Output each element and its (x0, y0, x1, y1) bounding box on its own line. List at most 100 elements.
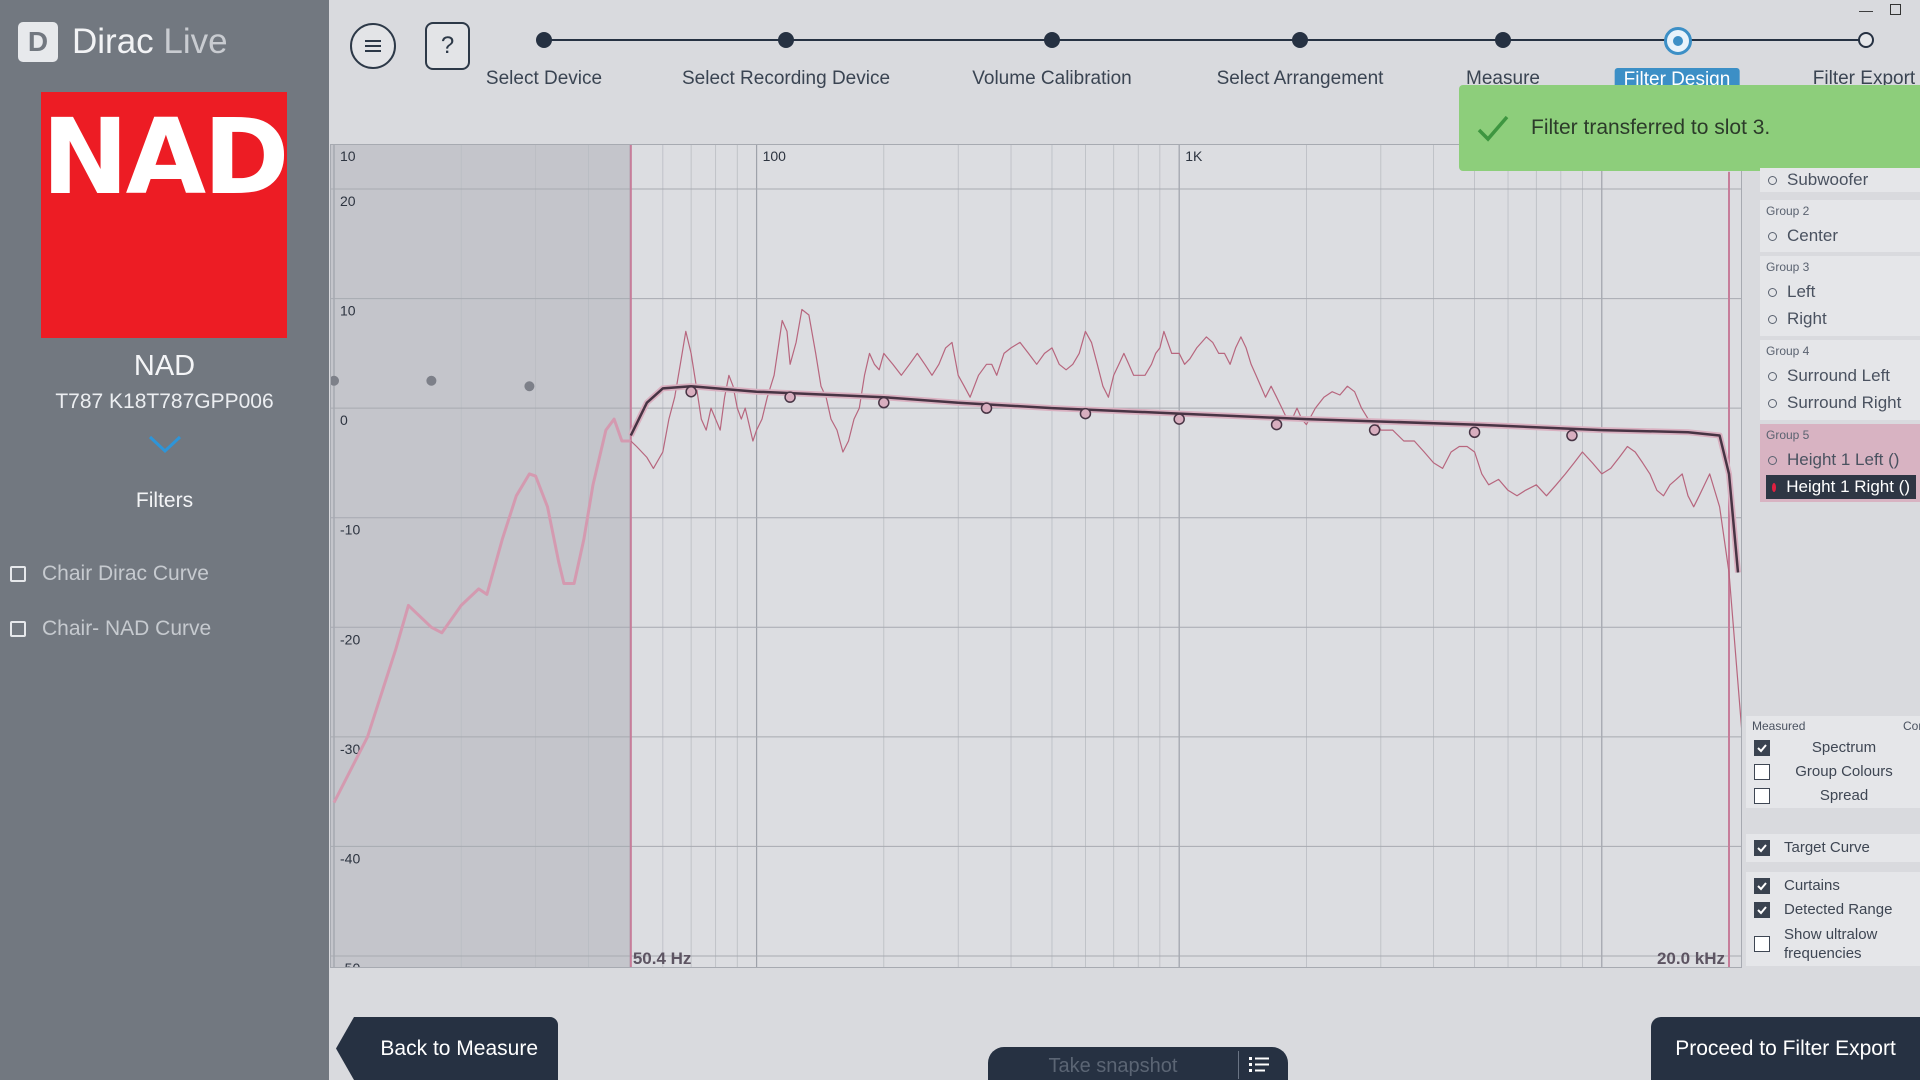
step-dot-select-arrangement[interactable] (1292, 32, 1308, 48)
option-label: Spectrum (1811, 739, 1877, 756)
option-detected-range[interactable]: Detected Range (1754, 901, 1892, 918)
step-dot-measure[interactable] (1495, 32, 1511, 48)
step-label[interactable]: Filter Export (1812, 68, 1916, 89)
speaker-item-selected[interactable]: Height 1 Right () (1766, 475, 1916, 499)
checkbox-unchecked[interactable] (1754, 936, 1770, 952)
step-dot-select-recording-device[interactable] (778, 32, 794, 48)
sidebar: D Dirac Live NAD NAD T787 K18T787GPP006 … (0, 0, 329, 1080)
option-spectrum[interactable]: Spectrum (1754, 739, 1904, 756)
curtain-high-label: 20.0 kHz (1657, 949, 1725, 968)
y-tick-label: -40 (340, 850, 360, 866)
target-handle (1566, 429, 1578, 442)
option-spread[interactable]: Spread (1754, 787, 1904, 804)
speaker-dot-icon (1768, 231, 1777, 241)
help-button[interactable]: ? (425, 22, 470, 70)
step-dot-select-device[interactable] (536, 32, 552, 48)
step-label[interactable]: Measure (1466, 68, 1540, 89)
filter-label: Chair Dirac Curve (42, 562, 209, 585)
filter-checkbox[interactable] (10, 566, 26, 582)
option-show-ultralow[interactable]: Show ultralow frequencies (1754, 925, 1884, 963)
menu-button[interactable] (350, 23, 396, 69)
checkbox-unchecked[interactable] (1754, 787, 1770, 804)
filter-checkbox[interactable] (10, 621, 26, 637)
checkbox-unchecked[interactable] (1754, 763, 1770, 780)
speaker-item[interactable]: Center (1768, 226, 1838, 246)
inactive-handle (524, 381, 535, 392)
step-label[interactable]: Volume Calibration (972, 68, 1132, 89)
option-target-curve[interactable]: Target Curve (1754, 839, 1870, 856)
group-title: Group 2 (1766, 204, 1810, 218)
speaker-label: Left (1787, 282, 1816, 301)
speaker-label: Center (1787, 226, 1839, 245)
brand-logo: NAD (41, 92, 289, 338)
filter-item[interactable]: Chair Dirac Curve (10, 562, 209, 586)
speaker-group: Group 2 Center (1760, 200, 1920, 252)
option-label: Show ultralow frequencies (1784, 926, 1878, 962)
notification-toast: Filter transferred to slot 3. (1459, 85, 1920, 171)
speaker-label: Height 1 Right () (1786, 477, 1910, 496)
checkbox-checked[interactable] (1754, 877, 1770, 894)
frequency-response-chart[interactable]: 20 10 0 -10 -20 -30 -40 -50 10 100 1K 50.4 Hz 20.0 k… (329, 144, 1752, 976)
take-snapshot-button[interactable]: Take snapshot (1048, 1055, 1178, 1077)
filter-label: Chair- NAD Curve (42, 617, 212, 640)
inactive-handle (329, 375, 339, 386)
corrected-header: Correc (1903, 719, 1920, 733)
target-handle (1468, 426, 1481, 438)
target-handle (1173, 413, 1185, 425)
checkbox-checked[interactable] (1754, 839, 1770, 856)
app-title: Dirac Live (72, 22, 228, 62)
option-label: Target Curve (1784, 839, 1870, 856)
proceed-to-filter-export-button[interactable]: Proceed to Filter Export (1651, 1017, 1920, 1080)
app-title-primary: Dirac (72, 22, 154, 61)
back-to-measure-button[interactable]: Back to Measure (336, 1017, 558, 1080)
speaker-item[interactable]: Height 1 Left () (1768, 450, 1899, 470)
step-label[interactable]: Select Device (485, 68, 603, 89)
checkbox-checked[interactable] (1754, 739, 1770, 756)
target-curve-line (629, 384, 1740, 573)
progress-stepper-line (544, 39, 1866, 41)
target-handle (1270, 418, 1283, 431)
speaker-label: Surround Right (1787, 393, 1902, 412)
step-dot-filter-design[interactable] (1664, 27, 1692, 55)
snapshot-bar: Take snapshot (988, 1047, 1288, 1080)
speaker-item[interactable]: Subwoofer (1768, 170, 1868, 190)
measured-curve (630, 308, 1752, 957)
y-tick-label: 10 (340, 303, 356, 319)
step-dot-filter-export[interactable] (1858, 32, 1874, 48)
option-group-colours[interactable]: Group Colours (1754, 763, 1904, 780)
curtain-low-label: 50.4 Hz (633, 949, 692, 968)
option-curtains[interactable]: Curtains (1754, 877, 1840, 894)
speaker-item[interactable]: Left (1768, 282, 1815, 302)
step-label[interactable]: Select Arrangement (1216, 68, 1384, 89)
y-tick-label: -10 (340, 522, 360, 538)
checkbox-checked[interactable] (1754, 901, 1770, 918)
target-handle (878, 396, 890, 409)
target-curve-panel: Target Curve (1746, 834, 1920, 862)
hamburger-menu-icon (365, 40, 381, 52)
measured-curve-below-range (332, 417, 631, 804)
step-dot-volume-calibration[interactable] (1044, 32, 1060, 48)
target-handle (685, 385, 697, 398)
speaker-item[interactable]: Surround Left (1768, 366, 1890, 386)
minimize-icon[interactable]: — (1859, 2, 1873, 18)
speaker-item[interactable]: Surround Right (1768, 393, 1901, 413)
chevron-down-icon[interactable] (147, 432, 183, 456)
y-tick-label: 20 (340, 193, 356, 209)
snapshot-list-icon[interactable] (1238, 1051, 1279, 1079)
y-tick-label: -50 (340, 960, 360, 968)
group-title: Group 3 (1766, 260, 1810, 274)
filters-heading: Filters (135, 489, 194, 512)
speaker-group-active: Group 5 Height 1 Left () Height 1 Right … (1760, 424, 1920, 502)
speaker-label: Height 1 Left () (1787, 450, 1900, 469)
speaker-group: Subwoofer (1760, 168, 1920, 192)
step-label[interactable]: Select Recording Device (681, 68, 891, 89)
filter-item[interactable]: Chair- NAD Curve (10, 617, 211, 641)
speaker-item[interactable]: Right (1768, 309, 1827, 329)
maximize-icon[interactable] (1890, 4, 1901, 15)
speaker-dot-icon (1772, 482, 1777, 492)
speaker-dot-icon (1768, 398, 1777, 408)
group-title: Group 4 (1766, 344, 1810, 358)
checkmark-icon (1477, 115, 1509, 142)
device-serial: T787 K18T787GPP006 (55, 390, 274, 413)
